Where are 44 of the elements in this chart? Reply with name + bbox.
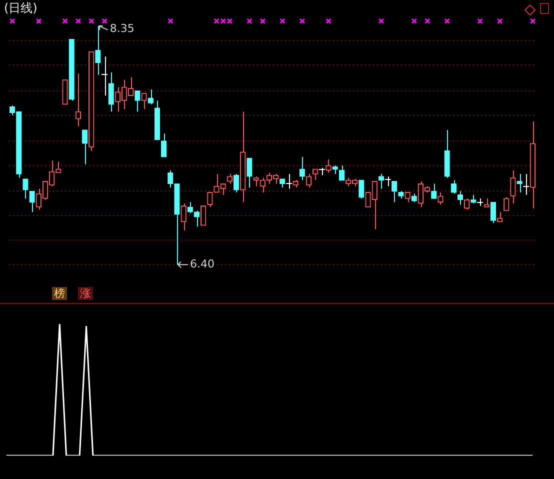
candlestick [490, 202, 496, 224]
candlestick [326, 158, 332, 174]
candlestick [285, 174, 292, 190]
candlestick [233, 174, 240, 193]
candlestick [312, 168, 318, 181]
candlestick [108, 72, 114, 112]
candlestick [299, 156, 305, 181]
candlestick [180, 202, 186, 231]
candlestick [476, 198, 484, 206]
candlestick [378, 174, 384, 190]
candlestick [75, 73, 81, 127]
candlestick [148, 89, 154, 105]
candlestick [160, 133, 167, 158]
candlestick [200, 206, 206, 226]
candlestick [457, 190, 464, 206]
candlestick [384, 176, 392, 187]
annotation: 6.40 [190, 257, 214, 270]
candlestick [438, 192, 444, 206]
candlestick [464, 198, 470, 210]
candlestick [510, 170, 516, 204]
candlestick [306, 174, 312, 188]
candlestick [101, 56, 108, 96]
candlestick [404, 192, 410, 203]
candlestick [246, 158, 252, 188]
annotation: 8.35 [110, 22, 134, 35]
candlestick [392, 180, 398, 203]
candlestick [522, 174, 530, 196]
candlestick [95, 25, 101, 76]
candlestick [504, 196, 510, 212]
candlestick [29, 190, 35, 212]
chart-title: (日线) [4, 1, 38, 16]
text: 榜 [52, 287, 67, 300]
candlestick [194, 210, 200, 228]
candlestick [82, 129, 88, 165]
candlestick [338, 164, 344, 181]
candlestick [141, 92, 147, 110]
text: 涨 [78, 287, 93, 300]
candlestick [22, 178, 28, 199]
candlestick [134, 90, 140, 112]
candlestick [187, 202, 193, 214]
candlestick [516, 174, 522, 193]
candlestick [358, 180, 364, 199]
candlestick [431, 183, 437, 199]
candlestick [226, 174, 233, 184]
